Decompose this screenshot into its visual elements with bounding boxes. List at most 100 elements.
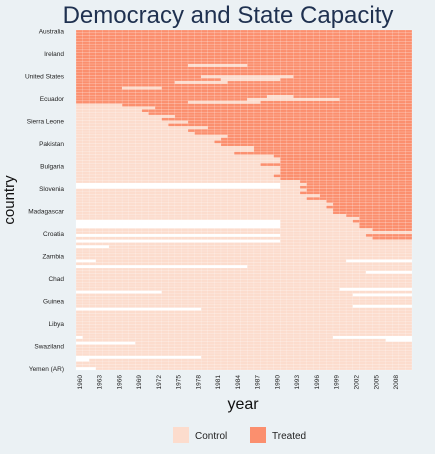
cell-control [76, 273, 412, 277]
cell-control [76, 361, 412, 365]
x-tick-label: 2002 [354, 375, 361, 390]
cell-treated [76, 47, 412, 50]
cell-control [188, 100, 261, 104]
y-tick-label: Libya [48, 321, 64, 328]
cell-control [76, 112, 149, 115]
x-tick-label: 1966 [116, 375, 123, 390]
cell-treated [168, 123, 412, 127]
x-tick-label: 1969 [136, 375, 143, 390]
x-tick-label: 1963 [97, 375, 104, 390]
cell-treated [76, 44, 412, 47]
cell-control [76, 149, 254, 152]
cell-control [76, 282, 412, 285]
cell-control [76, 316, 412, 319]
cell-control [76, 211, 333, 215]
cell-control [76, 310, 412, 314]
cell-control [76, 140, 215, 144]
cell-treated [76, 32, 412, 36]
cell-treated [76, 66, 412, 70]
cell-control [76, 299, 412, 302]
y-tick-label: Chad [48, 276, 64, 283]
cell-control [188, 64, 248, 67]
x-tick-label: 1999 [334, 375, 341, 390]
cell-treated [234, 151, 412, 155]
cell-control [76, 302, 412, 305]
cell-treated [76, 92, 412, 96]
cell-control [76, 330, 412, 334]
cell-treated [352, 219, 412, 223]
legend-label-control: Control [195, 431, 227, 442]
cell-control [76, 262, 412, 266]
cell-control [76, 194, 320, 198]
x-tick-label: 1975 [176, 375, 183, 390]
cell-control [280, 185, 300, 189]
cell-control [76, 350, 412, 353]
x-tick-label: 1960 [77, 375, 84, 390]
cell-treated [273, 154, 412, 158]
cell-control [76, 321, 412, 325]
x-tick-label: 2008 [393, 375, 400, 390]
cell-treated [220, 137, 412, 141]
cell-treated [300, 191, 412, 195]
cell-control [76, 313, 412, 317]
cell-control [76, 353, 412, 356]
cell-control [76, 324, 412, 328]
cell-treated [76, 61, 412, 64]
cell-treated [260, 163, 412, 166]
cell-treated [76, 95, 268, 98]
x-tick-label: 1993 [294, 375, 301, 390]
y-tick-label: Yemen (AR) [29, 366, 64, 373]
cell-treated [76, 69, 412, 73]
cell-treated [76, 75, 202, 79]
cell-control [89, 358, 413, 362]
cell-control [76, 242, 412, 246]
cell-treated [273, 174, 412, 178]
cell-control [76, 228, 373, 232]
chart-title: Democracy and State Capacity [63, 2, 394, 29]
legend: Control Treated [173, 427, 306, 443]
y-tick-label: Croatia [43, 231, 64, 238]
cell-control [76, 160, 281, 164]
cell-treated [155, 106, 412, 110]
cell-control [76, 285, 412, 288]
cell-treated [365, 234, 412, 237]
cell-control [76, 231, 412, 234]
cell-control [220, 78, 281, 81]
cell-treated [326, 205, 412, 209]
cell-treated [76, 86, 123, 90]
cell-control [76, 268, 412, 271]
cell-treated [76, 52, 412, 56]
cell-treated [76, 83, 412, 87]
x-tick-label: 1990 [274, 375, 281, 390]
cell-control [76, 171, 281, 175]
cell-treated [194, 132, 412, 135]
cell-control [280, 234, 366, 237]
cell-treated [247, 64, 412, 67]
x-tick-label: 1984 [235, 375, 242, 390]
cell-treated [76, 58, 412, 62]
y-tick-label: Pakistan [39, 141, 64, 148]
cell-control [76, 279, 412, 283]
cell-treated [300, 185, 412, 189]
cell-control [76, 146, 254, 149]
cell-control [76, 347, 412, 351]
cell-control [76, 168, 281, 172]
cell-control [76, 253, 412, 257]
cell-treated [76, 72, 412, 76]
x-axis-title: year [227, 396, 259, 413]
cell-control [76, 319, 412, 322]
cell-control [76, 296, 412, 300]
y-tick-label: Guinea [43, 298, 64, 305]
cell-control [76, 103, 123, 107]
y-tick-label: United States [25, 74, 65, 81]
cell-treated [76, 64, 188, 67]
cell-control [76, 338, 386, 342]
cell-control [76, 276, 412, 280]
x-tick-label: 1996 [314, 375, 321, 390]
x-tick-label: 1972 [156, 375, 163, 390]
cell-control [76, 117, 162, 121]
y-tick-label: Ireland [44, 51, 64, 58]
cell-control [76, 166, 281, 169]
cell-control [76, 208, 333, 212]
